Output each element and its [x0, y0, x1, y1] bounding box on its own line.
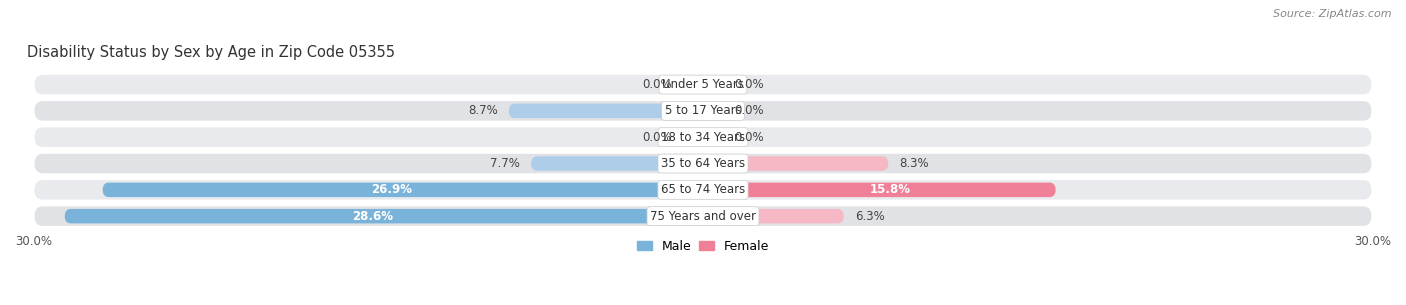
Text: 0.0%: 0.0% — [643, 131, 672, 144]
FancyBboxPatch shape — [34, 153, 1372, 174]
Text: 0.0%: 0.0% — [734, 131, 763, 144]
Text: 75 Years and over: 75 Years and over — [650, 210, 756, 223]
FancyBboxPatch shape — [34, 74, 1372, 95]
FancyBboxPatch shape — [531, 156, 703, 171]
Text: Source: ZipAtlas.com: Source: ZipAtlas.com — [1274, 9, 1392, 19]
FancyBboxPatch shape — [103, 183, 703, 197]
Text: 18 to 34 Years: 18 to 34 Years — [661, 131, 745, 144]
Text: 8.7%: 8.7% — [468, 104, 498, 117]
Text: 6.3%: 6.3% — [855, 210, 884, 223]
FancyBboxPatch shape — [34, 179, 1372, 201]
Text: 8.3%: 8.3% — [900, 157, 929, 170]
FancyBboxPatch shape — [509, 104, 703, 118]
Text: Under 5 Years: Under 5 Years — [662, 78, 744, 91]
FancyBboxPatch shape — [703, 130, 725, 145]
Text: 26.9%: 26.9% — [371, 183, 412, 196]
Text: 0.0%: 0.0% — [643, 78, 672, 91]
Text: 15.8%: 15.8% — [870, 183, 911, 196]
FancyBboxPatch shape — [681, 130, 703, 145]
Text: 5 to 17 Years: 5 to 17 Years — [665, 104, 741, 117]
FancyBboxPatch shape — [703, 209, 844, 223]
FancyBboxPatch shape — [681, 77, 703, 92]
Text: 28.6%: 28.6% — [353, 210, 394, 223]
Text: 0.0%: 0.0% — [734, 78, 763, 91]
FancyBboxPatch shape — [34, 100, 1372, 122]
Text: 0.0%: 0.0% — [734, 104, 763, 117]
Text: 35 to 64 Years: 35 to 64 Years — [661, 157, 745, 170]
Legend: Male, Female: Male, Female — [631, 235, 775, 258]
FancyBboxPatch shape — [703, 104, 725, 118]
Text: 65 to 74 Years: 65 to 74 Years — [661, 183, 745, 196]
Text: Disability Status by Sex by Age in Zip Code 05355: Disability Status by Sex by Age in Zip C… — [27, 45, 395, 60]
FancyBboxPatch shape — [703, 156, 889, 171]
Text: 7.7%: 7.7% — [491, 157, 520, 170]
FancyBboxPatch shape — [34, 126, 1372, 148]
FancyBboxPatch shape — [34, 205, 1372, 227]
FancyBboxPatch shape — [703, 183, 1056, 197]
FancyBboxPatch shape — [65, 209, 703, 223]
FancyBboxPatch shape — [703, 77, 725, 92]
